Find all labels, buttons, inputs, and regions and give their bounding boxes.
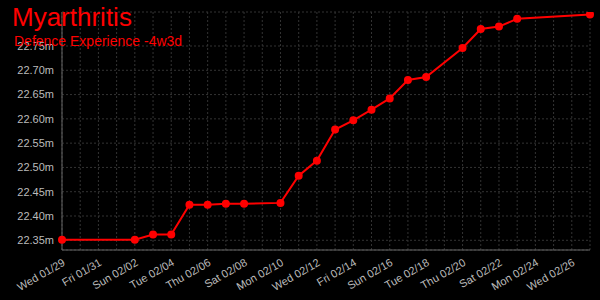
svg-text:Thu 02/20: Thu 02/20 [418,256,468,292]
svg-text:22.60m: 22.60m [17,113,54,125]
svg-text:Fri 01/31: Fri 01/31 [59,256,104,289]
svg-text:Sat 02/08: Sat 02/08 [202,256,249,290]
svg-text:22.35m: 22.35m [17,234,54,246]
svg-text:22.55m: 22.55m [17,137,54,149]
svg-text:Wed 02/26: Wed 02/26 [525,256,577,293]
html-text:Myarthritis: Myarthritis [12,2,132,32]
svg-text:22.50m: 22.50m [17,161,54,173]
svg-text:Tue 02/18: Tue 02/18 [382,256,431,292]
svg-text:Thu 02/06: Thu 02/06 [163,256,213,292]
svg-text:Mon 02/24: Mon 02/24 [489,256,541,293]
svg-text:Sat 02/22: Sat 02/22 [457,256,504,290]
svg-text:Wed 01/29: Wed 01/29 [15,256,67,293]
svg-text:Wed 02/12: Wed 02/12 [270,256,322,293]
svg-text:Fri 02/14: Fri 02/14 [314,256,359,289]
svg-text:22.65m: 22.65m [17,88,54,100]
svg-text:Tue 02/04: Tue 02/04 [127,256,177,292]
svg-text:22.40m: 22.40m [17,210,54,222]
svg-text:Sun 02/16: Sun 02/16 [345,256,395,292]
svg-text:22.45m: 22.45m [17,186,54,198]
svg-text:Mon 02/10: Mon 02/10 [234,256,286,293]
svg-text:22.70m: 22.70m [17,64,54,76]
svg-text:Sun 02/02: Sun 02/02 [90,256,140,292]
html-text:Defence Experience -4w3d: Defence Experience -4w3d [14,33,183,49]
